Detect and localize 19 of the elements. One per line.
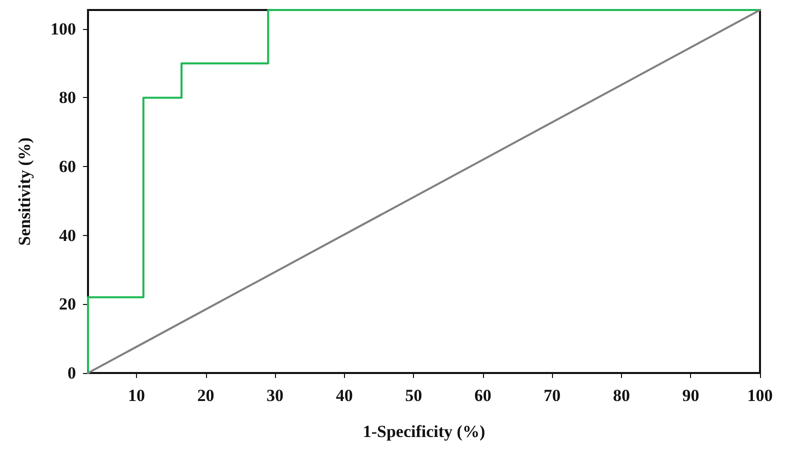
x-tick-label: 30 — [266, 386, 284, 405]
y-tick-label: 0 — [68, 364, 76, 382]
x-tick-label: 10 — [128, 386, 145, 405]
y-tick-label: 20 — [59, 294, 76, 314]
x-tick-label: 60 — [474, 386, 492, 405]
x-axis-title: 1-Specificity (%) — [362, 422, 486, 441]
y-axis-title: Sensitivity (%) — [15, 137, 34, 246]
x-tick-label: 100 — [747, 386, 773, 405]
y-tick-label: 80 — [59, 88, 76, 108]
x-tick-label: 90 — [682, 386, 700, 405]
y-tick-label: 100 — [50, 19, 76, 38]
y-tick-label: 40 — [59, 226, 76, 245]
x-tick-label: 50 — [405, 386, 422, 405]
line-series — [87, 9, 761, 374]
x-tick-label: 80 — [612, 386, 630, 405]
x-tick-label: 40 — [336, 386, 353, 405]
x-tick-label: 70 — [544, 386, 561, 405]
x-tick-label: 20 — [197, 386, 214, 405]
y-tick-label: 60 — [59, 157, 76, 176]
